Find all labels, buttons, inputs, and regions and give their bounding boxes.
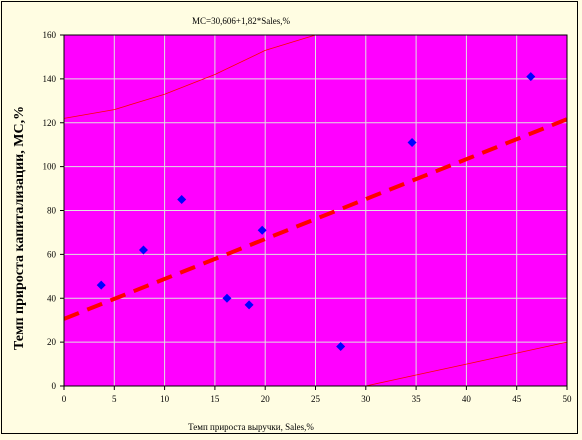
- x-tick-label: 15: [210, 394, 220, 404]
- x-tick-label: 40: [462, 394, 472, 404]
- x-tick-label: 10: [160, 394, 170, 404]
- y-tick-label: 60: [47, 249, 57, 259]
- data-point: [222, 293, 232, 303]
- grid: [64, 35, 567, 386]
- plot-border: [63, 34, 568, 387]
- x-tick-label: 0: [62, 394, 67, 404]
- x-tick-label: 50: [563, 394, 573, 404]
- confidence-band: [64, 35, 567, 386]
- data-point: [336, 342, 346, 352]
- x-axis-label: Темп прироста выручки, Sales,%: [188, 422, 314, 432]
- x-tick-label: 30: [361, 394, 371, 404]
- confidence-upper-line: [64, 35, 316, 119]
- y-tick-label: 20: [47, 337, 57, 347]
- data-points: [96, 72, 536, 352]
- y-tick-label: 80: [47, 206, 57, 216]
- x-axis-ticks: 0 5 10 15 20 25 30 35 40 45 50: [62, 386, 572, 404]
- y-tick-label: 0: [52, 381, 57, 391]
- data-point: [177, 195, 187, 205]
- y-tick-label: 140: [43, 74, 57, 84]
- data-point: [96, 280, 106, 290]
- y-tick-label: 160: [43, 30, 57, 40]
- chart-frame: 0 5 10 15 20 25 30 35 40 45 50 0 20 40 60 80 100 120 140 1…: [1, 1, 578, 434]
- y-axis-ticks: 0 20 40 60 80 100 120 140 160: [43, 30, 64, 391]
- data-point: [244, 300, 254, 310]
- chart-title: MC=30,606+1,82*Sales,%: [192, 16, 290, 26]
- confidence-lower-line: [365, 341, 567, 386]
- data-point: [138, 245, 148, 255]
- regression-line: [64, 117, 567, 321]
- x-tick-label: 20: [261, 394, 271, 404]
- x-tick-label: 35: [412, 394, 422, 404]
- y-tick-label: 40: [47, 293, 57, 303]
- data-point: [407, 137, 417, 147]
- data-point: [526, 72, 536, 82]
- y-tick-label: 120: [43, 118, 57, 128]
- x-tick-label: 5: [112, 394, 117, 404]
- y-axis-label: Темп прироста капитализации, MC,%: [12, 106, 27, 350]
- data-point: [257, 225, 267, 235]
- regression-layer: [64, 117, 567, 321]
- x-tick-label: 45: [512, 394, 522, 404]
- y-tick-label: 100: [43, 162, 57, 172]
- x-tick-label: 25: [311, 394, 321, 404]
